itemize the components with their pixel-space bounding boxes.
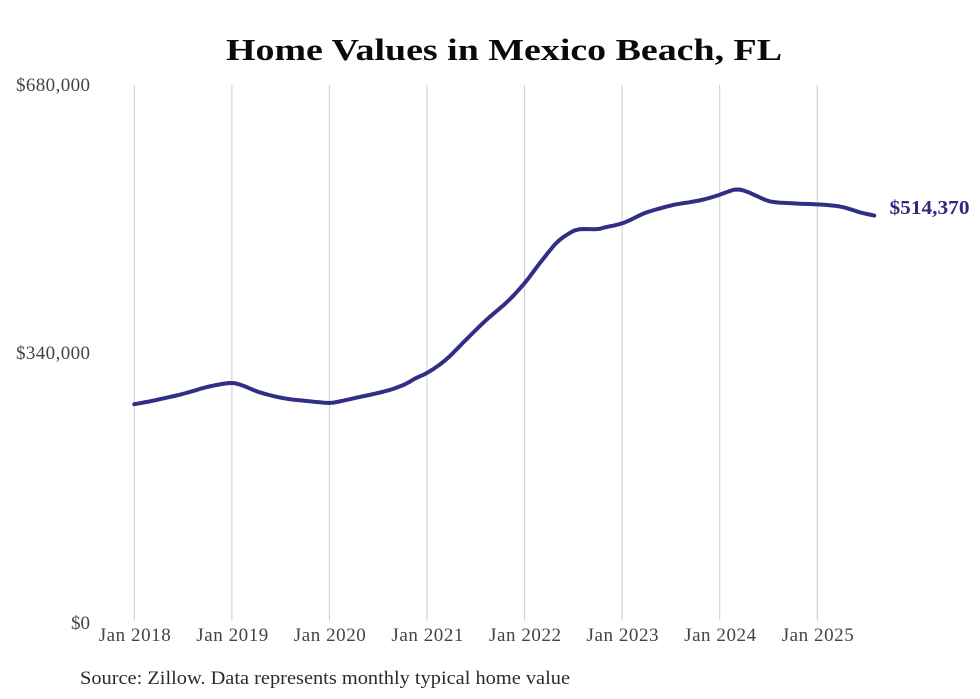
svg-text:Jan 2019: Jan 2019: [196, 625, 268, 646]
svg-text:Jan 2021: Jan 2021: [391, 625, 463, 646]
svg-text:Home Values in Mexico Beach, F: Home Values in Mexico Beach, FL: [226, 32, 782, 67]
svg-text:Jan 2024: Jan 2024: [684, 625, 757, 646]
svg-text:Jan 2020: Jan 2020: [294, 625, 366, 646]
svg-text:$0: $0: [71, 613, 90, 634]
svg-text:Jan 2022: Jan 2022: [489, 625, 561, 646]
svg-text:Jan 2023: Jan 2023: [587, 625, 659, 646]
svg-text:$514,370: $514,370: [890, 197, 970, 219]
svg-text:$340,000: $340,000: [16, 343, 90, 364]
svg-text:$680,000: $680,000: [16, 75, 90, 96]
svg-text:Jan 2018: Jan 2018: [99, 625, 171, 646]
svg-text:Jan 2025: Jan 2025: [782, 625, 854, 646]
svg-text:Source: Zillow. Data represent: Source: Zillow. Data represents monthly …: [80, 668, 570, 689]
